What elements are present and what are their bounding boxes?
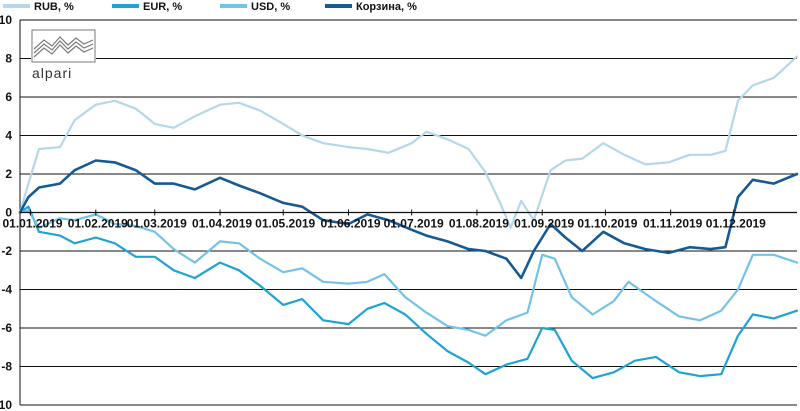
x-tick-label: 01.10.2019 xyxy=(577,217,637,231)
y-tick-label: 2 xyxy=(5,167,12,181)
y-tick-label: 8 xyxy=(5,52,12,66)
y-tick-label: -2 xyxy=(1,244,12,258)
x-tick-label: 01.12.2019 xyxy=(706,217,766,231)
x-tick-label: 01.02.2019 xyxy=(68,217,128,231)
x-tick-label: 01.03.2019 xyxy=(127,217,187,231)
y-tick-label: 10 xyxy=(0,13,12,27)
mountain-icon xyxy=(33,36,94,58)
series-lines xyxy=(18,55,799,380)
x-tick-label: 01.01.2019 xyxy=(2,217,62,231)
gridlines xyxy=(20,19,797,406)
y-axis: 10 8 6 4 2 0 -2 -4 -6 -8 -10 xyxy=(0,13,21,411)
series-line-0 xyxy=(18,55,799,229)
legend-label-2: USD, % xyxy=(251,1,290,13)
series-line-3 xyxy=(18,159,799,280)
y-tick-label: -6 xyxy=(1,321,12,335)
series-line-1 xyxy=(18,205,799,380)
y-tick-label: -10 xyxy=(0,398,12,411)
x-tick-label: 01.09.2019 xyxy=(514,217,574,231)
legend: RUB, % EUR, % USD, % Корзина, % xyxy=(3,1,417,13)
y-tick-label: -8 xyxy=(1,360,12,374)
x-tick-label: 01.05.2019 xyxy=(255,217,315,231)
y-tick-label: -4 xyxy=(1,283,12,297)
y-tick-label: 6 xyxy=(5,90,12,104)
x-tick-label: 01.08.2019 xyxy=(449,217,509,231)
series-line-2 xyxy=(18,209,799,337)
y-tick-label: 0 xyxy=(5,206,12,220)
x-tick-label: 01.04.2019 xyxy=(192,217,252,231)
legend-label-0: RUB, % xyxy=(34,1,74,13)
y-tick-label: 4 xyxy=(5,129,12,143)
legend-label-3: Корзина, % xyxy=(356,1,417,13)
logo-text: alpari xyxy=(32,65,72,81)
x-tick-label: 01.07.2019 xyxy=(384,217,444,231)
legend-label-1: EUR, % xyxy=(143,1,182,13)
alpari-logo: alpari xyxy=(31,29,96,81)
x-tick-label: 01.06.2019 xyxy=(320,217,380,231)
x-tick-label: 01.11.2019 xyxy=(643,217,703,231)
